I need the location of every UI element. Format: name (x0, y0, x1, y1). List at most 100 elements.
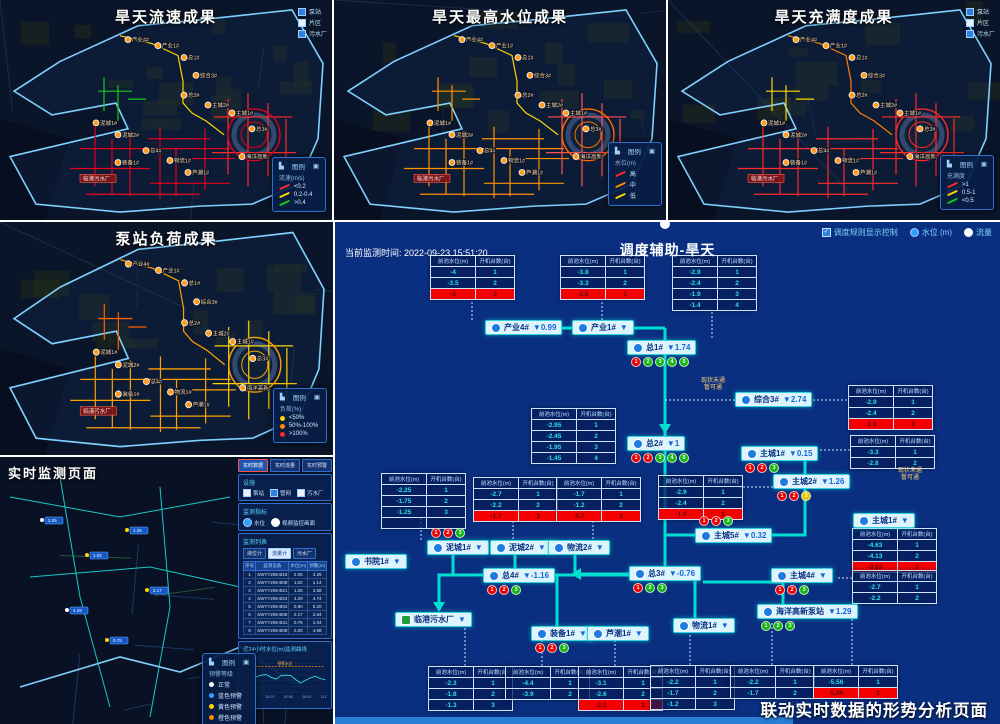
station-marker[interactable]: 物流1# (834, 156, 861, 165)
station-marker[interactable]: 总3# (582, 124, 603, 134)
metric-option-0[interactable]: 水位 (243, 518, 265, 527)
pump-node-zc2[interactable]: 主城2# ▼1.26 (773, 474, 851, 489)
station-marker[interactable]: 泥城1# (92, 118, 119, 128)
station-marker[interactable]: 总4# (143, 377, 164, 386)
pump-node-zb1[interactable]: 装备1# ▼ (531, 626, 593, 641)
pump-node-cy4[interactable]: 产业4# ▼0.99 (485, 320, 563, 335)
legend-fullness[interactable]: ▙ 图例 ▣ 充满度 >1 0.5-1 <0.5 (939, 155, 994, 210)
station-marker[interactable]: 海洋高新 (239, 383, 270, 393)
plant-marker[interactable]: 临港污水厂 (747, 174, 785, 183)
pump-node-lc1[interactable]: 芦潮1# ▼ (587, 626, 649, 641)
layer-toggle-0[interactable]: 泵站 (297, 7, 327, 16)
pump-node-z2[interactable]: 总2# ▼1 (627, 436, 686, 451)
list-filter-1[interactable]: 流量计 (268, 548, 292, 559)
station-marker[interactable]: 产业1# (154, 41, 181, 50)
legend-level[interactable]: ▙ 图例 ▣ 水位(m) 高中低 (607, 142, 662, 206)
station-marker[interactable]: 总2# (180, 90, 201, 100)
pump-node-sy1[interactable]: 书院1# ▼ (345, 554, 407, 569)
plant-marker[interactable]: 临港污水厂 (79, 406, 117, 416)
pump-node-zc1b[interactable]: 主城1# ▼ (853, 513, 915, 528)
layer-toggle-1[interactable]: 片区 (297, 18, 327, 27)
station-marker[interactable]: 泥城2# (114, 130, 141, 140)
station-marker[interactable]: 总3# (248, 124, 269, 134)
station-marker[interactable]: 泥城2# (114, 360, 141, 370)
realtime-map-chip[interactable]: 1.02 (85, 551, 109, 560)
layer-toggle-1[interactable]: 片区 (965, 18, 995, 27)
station-marker[interactable]: 芦潮1# (185, 400, 211, 410)
station-marker[interactable]: 海洋高新 (572, 152, 603, 161)
station-marker[interactable]: 主城2# (538, 100, 565, 110)
station-marker[interactable]: 综合3# (526, 71, 553, 80)
station-marker[interactable]: 芦潮1# (184, 168, 211, 177)
station-marker[interactable]: 泥城2# (448, 130, 475, 140)
station-marker[interactable]: 芦潮1# (518, 168, 545, 177)
station-marker[interactable]: 主城2# (205, 328, 231, 338)
station-marker[interactable]: 海洋高新 (906, 152, 937, 161)
station-marker[interactable]: 装备1# (782, 158, 809, 167)
monitor-table-row[interactable]: 6 SWYY206-B06 2.17 2.84 (242, 610, 327, 619)
station-marker[interactable]: 总1# (514, 53, 535, 62)
station-marker[interactable]: 装备1# (114, 389, 141, 399)
pump-node-nc1[interactable]: 泥城1# ▼ (427, 540, 489, 555)
station-marker[interactable]: 产业1# (822, 41, 849, 50)
realtime-tab-0[interactable]: 实时数据 (238, 459, 268, 472)
realtime-tab-1[interactable]: 实时流量 (270, 459, 300, 472)
station-marker[interactable]: 泥城2# (782, 130, 809, 140)
station-marker[interactable]: 主城2# (872, 100, 899, 110)
station-marker[interactable]: 海洋高新 (238, 152, 269, 161)
legend-flow[interactable]: ▙ 图例 ▣ 流速(m/s) <0.2 0.2-0.4 >0.4 (271, 157, 326, 212)
facility-option-2[interactable]: 污水厂 (297, 489, 324, 497)
pump-node-zh3[interactable]: 综合3# ▼2.74 (735, 392, 813, 407)
station-marker[interactable]: 芦潮1# (852, 168, 879, 177)
radio-water-level[interactable]: 水位 (m) (909, 227, 952, 238)
station-marker[interactable]: 主城1# (562, 108, 589, 118)
station-marker[interactable]: 总1# (848, 53, 869, 62)
pump-node-plant[interactable]: 临港污水厂 ▼ (395, 612, 472, 627)
station-marker[interactable]: 泥城1# (426, 118, 453, 128)
station-marker[interactable]: 总4# (810, 146, 831, 155)
monitor-table-row[interactable]: 1 SWYY206-B16 2.05 3.29 (242, 570, 327, 579)
rule-display-toggle[interactable]: ✓ 调度规则显示控制 (821, 227, 898, 238)
station-marker[interactable]: 物流1# (166, 156, 193, 165)
legend-load[interactable]: ▙ 图例 ▣ 负荷(%) <50% 50%-100% >100% (272, 388, 327, 443)
pump-node-z4[interactable]: 总4# ▼-1.16 (483, 568, 556, 583)
monitor-table-row[interactable]: 4 SWYY206-B24 4.29 4.74 (242, 594, 327, 603)
pump-node-hy[interactable]: 海洋高新泵站 ▼1.29 (757, 604, 858, 619)
station-marker[interactable]: 物流1# (500, 156, 527, 165)
pump-node-wl1[interactable]: 物流1# ▼ (673, 618, 735, 633)
station-marker[interactable]: 泥城1# (760, 118, 787, 128)
list-filter-0[interactable]: 液位计 (243, 548, 267, 559)
station-marker[interactable]: 总3# (916, 124, 937, 134)
plant-marker[interactable]: 临港污水厂 (79, 174, 117, 183)
station-marker[interactable]: 主城1# (228, 108, 255, 118)
panel-toggle-dot[interactable] (660, 222, 670, 229)
station-marker[interactable]: 总1# (181, 278, 202, 288)
station-marker[interactable]: 产业4# (124, 35, 151, 44)
station-marker[interactable]: 主城1# (896, 108, 923, 118)
station-marker[interactable]: 装备1# (114, 158, 141, 167)
pump-node-nc2[interactable]: 泥城2# ▼ (490, 540, 552, 555)
legend-realtime[interactable]: ▙图例▣预警等级正常蓝色预警黄色预警橙色预警红色预警 (202, 653, 257, 724)
list-filter-2[interactable]: 污水厂 (293, 548, 317, 559)
map-level[interactable]: 产业4# 产业1# 总1# 综合3# 总2# 主城2# 主城1#总3# 泥城1# 泥城2# 总4#… (334, 0, 666, 220)
station-marker[interactable]: 总2# (181, 318, 202, 328)
layer-toggle-2[interactable]: 污水厂 (297, 29, 327, 38)
radio-off-icon[interactable] (964, 228, 973, 237)
checkbox-checked-icon[interactable]: ✓ (821, 228, 831, 237)
pump-node-cy1[interactable]: 产业1# ▼ (572, 320, 634, 335)
pump-node-zc1a[interactable]: 主城1# ▼0.15 (741, 446, 819, 461)
layer-toggle-2[interactable]: 污水厂 (965, 29, 995, 38)
monitor-table-row[interactable]: 8 SWYY206-B09 2.00 4.58 (242, 626, 327, 635)
station-marker[interactable]: 产业4# (458, 35, 485, 44)
realtime-tab-2[interactable]: 实时预警 (302, 459, 332, 472)
pump-node-wl2[interactable]: 物流2# ▼ (548, 540, 610, 555)
station-marker[interactable]: 总2# (514, 90, 535, 100)
station-marker[interactable]: 综合3# (860, 71, 887, 80)
monitor-table-row[interactable]: 5 SWYY206-B04 0.80 0.20 (242, 602, 327, 611)
station-marker[interactable]: 总3# (249, 354, 270, 363)
station-marker[interactable]: 产业4# (124, 259, 151, 269)
realtime-map-chip[interactable]: 2.17 (145, 586, 169, 595)
station-marker[interactable]: 综合3# (192, 71, 219, 80)
pump-node-zc5[interactable]: 主城5# ▼0.32 (695, 528, 773, 543)
radio-on-icon[interactable] (909, 228, 919, 237)
